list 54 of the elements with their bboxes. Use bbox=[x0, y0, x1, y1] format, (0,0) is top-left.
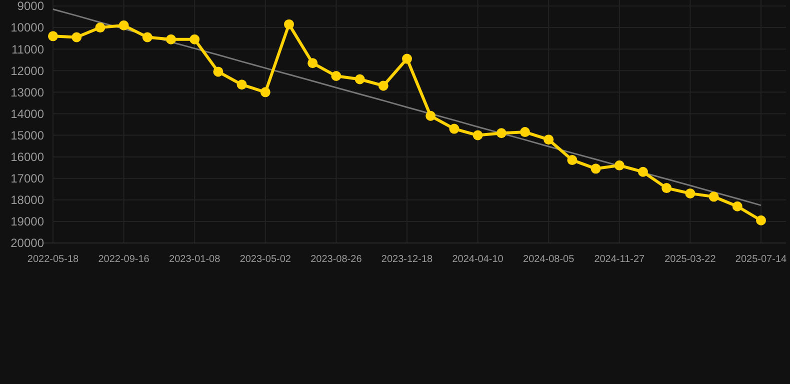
point bbox=[72, 32, 82, 42]
x-tick-label: 2023-08-26 bbox=[310, 254, 362, 265]
point bbox=[638, 166, 648, 177]
y-tick-label: 14000 bbox=[10, 106, 44, 121]
point bbox=[213, 66, 224, 77]
point bbox=[732, 201, 742, 212]
y-tick-label: 17000 bbox=[10, 172, 44, 186]
point bbox=[260, 87, 270, 98]
point bbox=[378, 80, 388, 91]
x-tick-label: 2025-03-22 bbox=[664, 254, 716, 265]
point bbox=[685, 188, 696, 198]
x-tick-label: 2025-07-14 bbox=[735, 254, 788, 265]
point bbox=[236, 80, 247, 90]
point bbox=[590, 164, 601, 174]
point bbox=[166, 34, 176, 44]
point bbox=[662, 183, 672, 194]
point bbox=[544, 134, 554, 145]
y-tick-label: 12000 bbox=[10, 64, 44, 78]
x-tick-label: 2024-04-10 bbox=[452, 254, 504, 265]
point bbox=[118, 20, 129, 30]
x-tick-label: 2022-05-18 bbox=[27, 254, 80, 265]
y-tick-label: 15000 bbox=[10, 128, 44, 142]
x-tick-label: 2023-01-08 bbox=[169, 254, 221, 265]
y-tick-label: 19000 bbox=[10, 214, 44, 229]
point bbox=[426, 110, 436, 121]
y-tick-label: 10000 bbox=[10, 20, 44, 35]
point bbox=[284, 19, 294, 30]
point bbox=[142, 32, 152, 42]
point bbox=[472, 130, 483, 140]
y-tick-label: 20000 bbox=[10, 236, 44, 250]
x-tick-label: 2022-09-16 bbox=[98, 254, 150, 265]
point bbox=[614, 160, 624, 170]
x-tick-label: 2023-05-02 bbox=[240, 254, 292, 265]
point bbox=[331, 71, 342, 82]
point bbox=[402, 54, 412, 64]
point bbox=[520, 127, 530, 138]
y-tick-label: 18000 bbox=[10, 193, 44, 208]
point bbox=[95, 22, 106, 33]
x-tick-label: 2023-12-18 bbox=[381, 254, 434, 265]
point bbox=[354, 74, 365, 84]
x-tick-label: 2024-11-27 bbox=[594, 254, 646, 265]
y-tick-label: 16000 bbox=[10, 150, 44, 164]
y-tick-label: 9000 bbox=[17, 0, 44, 14]
y-tick-label: 11000 bbox=[12, 42, 44, 56]
point bbox=[756, 215, 766, 226]
point bbox=[708, 192, 719, 202]
point bbox=[567, 155, 578, 166]
point bbox=[48, 31, 58, 42]
x-tick-label: 2024-08-05 bbox=[523, 254, 575, 265]
point bbox=[496, 128, 506, 138]
y-tick-label: 13000 bbox=[10, 85, 44, 100]
point bbox=[449, 124, 460, 134]
point bbox=[308, 58, 318, 68]
point bbox=[190, 34, 200, 44]
